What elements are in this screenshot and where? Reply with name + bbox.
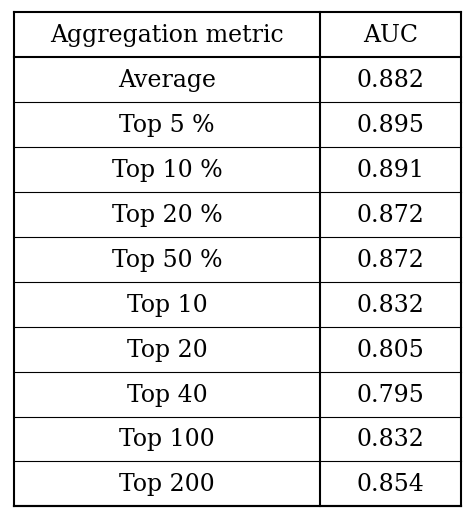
Text: Top 40: Top 40 — [127, 383, 208, 406]
Text: 0.832: 0.832 — [357, 428, 424, 450]
Text: Top 50 %: Top 50 % — [112, 248, 222, 271]
Text: 0.795: 0.795 — [357, 383, 424, 406]
Text: 0.854: 0.854 — [357, 472, 424, 495]
Text: AUC: AUC — [363, 24, 418, 47]
Text: 0.882: 0.882 — [356, 69, 425, 92]
Text: 0.805: 0.805 — [357, 338, 424, 361]
Text: Top 5 %: Top 5 % — [119, 114, 215, 136]
Text: Top 20 %: Top 20 % — [112, 203, 222, 226]
Text: 0.891: 0.891 — [356, 158, 425, 181]
Text: 0.832: 0.832 — [357, 293, 424, 316]
Text: Top 10: Top 10 — [127, 293, 208, 316]
Text: Top 10 %: Top 10 % — [112, 158, 222, 181]
Text: Average: Average — [118, 69, 216, 92]
Text: Top 200: Top 200 — [119, 472, 215, 495]
Text: 0.895: 0.895 — [357, 114, 424, 136]
Text: Top 20: Top 20 — [127, 338, 208, 361]
Text: 0.872: 0.872 — [357, 248, 424, 271]
Text: 0.872: 0.872 — [357, 203, 424, 226]
Text: Top 100: Top 100 — [119, 428, 215, 450]
Text: Aggregation metric: Aggregation metric — [50, 24, 284, 47]
